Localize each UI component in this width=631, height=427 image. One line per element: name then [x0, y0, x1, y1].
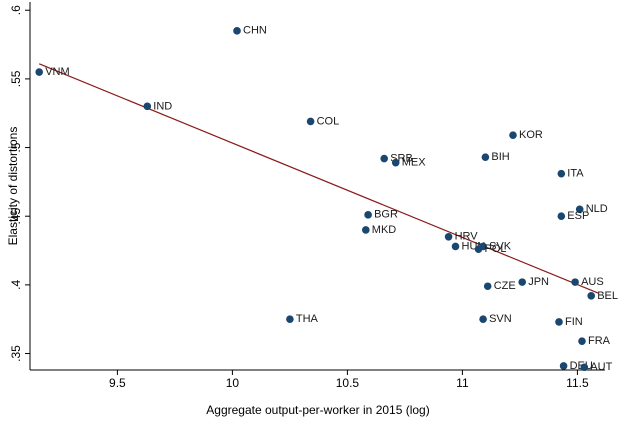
point-label: MEX	[402, 157, 427, 169]
point	[444, 233, 453, 241]
point-label: CZE	[494, 280, 516, 292]
point	[557, 212, 566, 221]
point	[286, 315, 294, 323]
point	[555, 318, 563, 326]
point-label: BGR	[374, 209, 398, 221]
fit-line	[38, 63, 599, 294]
y-tick-label: .6	[9, 5, 23, 15]
point-label: POL	[485, 243, 507, 255]
x-tick-label: 10	[226, 376, 240, 390]
point-label: NLD	[586, 203, 608, 215]
point-label: CHN	[243, 25, 267, 37]
point-label: AUT	[590, 361, 612, 373]
point	[35, 68, 43, 76]
point-label: ESP	[567, 210, 589, 222]
point-label: FIN	[565, 316, 583, 328]
y-tick-label: .45	[9, 208, 23, 225]
point-label: BEL	[597, 290, 618, 302]
point	[571, 278, 579, 286]
point	[481, 153, 490, 161]
point	[362, 226, 370, 234]
point-label: AUS	[581, 276, 604, 288]
point-label: FRA	[588, 335, 611, 347]
y-tick-label: .5	[9, 142, 23, 152]
point-label: JPN	[528, 276, 549, 288]
point	[580, 363, 589, 372]
x-tick-label: 11.5	[566, 376, 589, 390]
y-tick-label: .35	[9, 345, 23, 362]
point-label: SVN	[489, 313, 512, 325]
point	[143, 102, 152, 111]
point-label: HRV	[455, 231, 479, 243]
point-label: KOR	[519, 129, 543, 141]
y-tick-label: .4	[9, 280, 23, 290]
point-label: SVK	[489, 240, 512, 252]
point	[391, 158, 400, 167]
x-tick-label: 11	[456, 376, 469, 390]
y-axis-title: Elasticity of distortions	[6, 127, 20, 246]
point	[364, 211, 372, 219]
x-axis-title: Aggregate output-per-worker in 2015 (log…	[206, 403, 429, 417]
point	[233, 27, 241, 35]
point-label: IND	[153, 100, 172, 112]
point	[306, 117, 315, 126]
point	[509, 131, 517, 139]
point	[557, 169, 566, 178]
point	[518, 278, 526, 286]
point	[575, 205, 584, 214]
point	[451, 242, 460, 251]
point-label: COL	[317, 115, 340, 127]
point-label: BIH	[491, 151, 509, 163]
point	[474, 245, 483, 253]
point	[479, 315, 487, 323]
point-label: MKD	[372, 224, 397, 236]
point	[483, 282, 492, 291]
point	[587, 292, 595, 300]
point-label: THA	[296, 313, 319, 325]
x-tick-label: 9.5	[109, 376, 126, 390]
x-tick-label: 10.5	[336, 376, 360, 390]
point-label: ITA	[567, 168, 584, 180]
point	[578, 337, 586, 345]
point	[559, 362, 568, 370]
point-label: VNM	[45, 66, 69, 78]
y-tick-label: .55	[9, 70, 23, 87]
point	[380, 154, 389, 163]
